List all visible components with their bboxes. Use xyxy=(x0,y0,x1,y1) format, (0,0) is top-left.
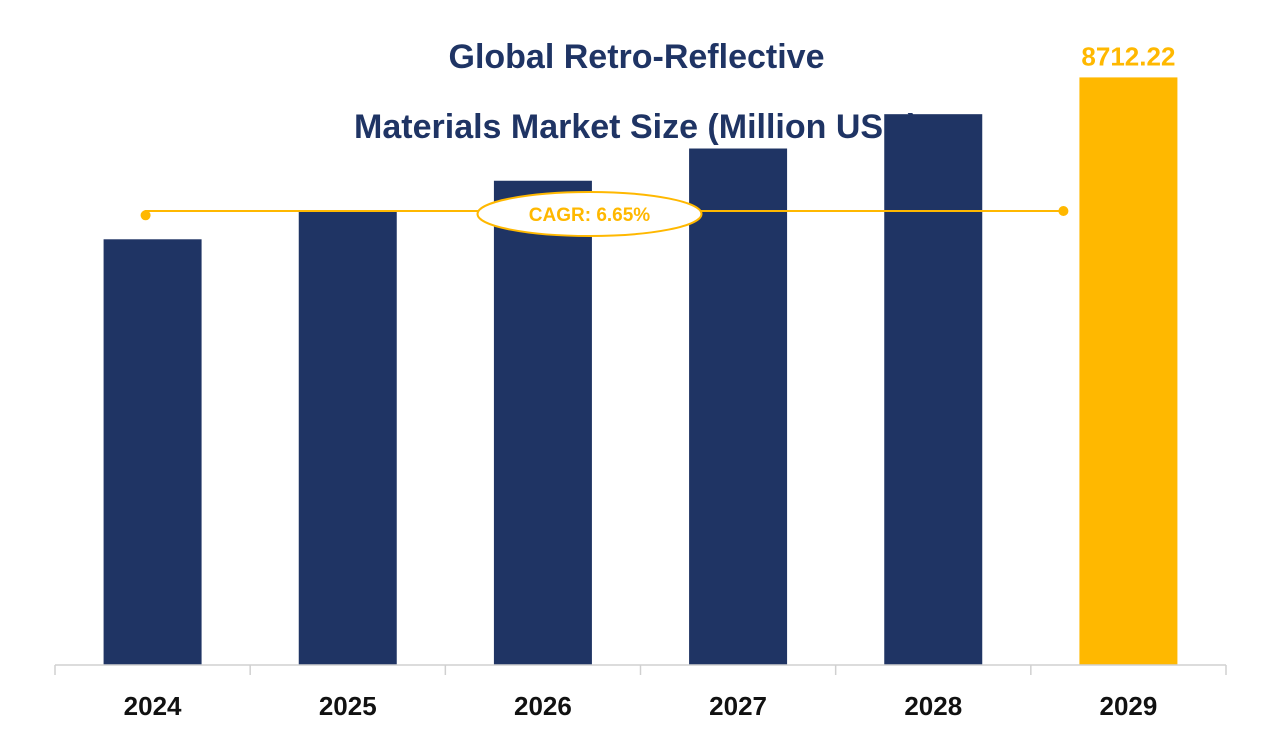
x-axis: 2024 2025 2026 2027 2028 2029 xyxy=(54,664,1227,721)
chart-title-line-1: Global Retro-Reflective xyxy=(448,38,825,76)
cagr-label: CAGR: 6.65% xyxy=(529,205,651,226)
x-tick-label-2028: 2028 xyxy=(904,691,962,721)
cagr-end-dot xyxy=(1058,206,1069,216)
bar-2028 xyxy=(884,114,983,666)
x-tick-label-2024: 2024 xyxy=(124,691,182,721)
x-tick-label-2027: 2027 xyxy=(709,691,767,721)
cagr-badge xyxy=(476,191,703,237)
bars-group: 8712.22 xyxy=(103,41,1178,666)
bar-2029 xyxy=(1079,77,1178,665)
cagr-annotation: CAGR: 6.65% xyxy=(140,191,1069,237)
bar-2024 xyxy=(103,239,202,666)
cagr-start-dot xyxy=(140,210,151,221)
x-tick-label-2029: 2029 xyxy=(1099,691,1157,721)
x-tick-label-2026: 2026 xyxy=(514,691,572,721)
x-tick-label-2025: 2025 xyxy=(319,691,377,721)
data-label-2029: 8712.22 xyxy=(1081,41,1175,71)
chart-title-line-2: Materials Market Size (Million USD) xyxy=(354,108,919,146)
bar-2027 xyxy=(689,148,788,665)
bar-2025 xyxy=(298,210,397,666)
bar-2026 xyxy=(493,180,592,665)
